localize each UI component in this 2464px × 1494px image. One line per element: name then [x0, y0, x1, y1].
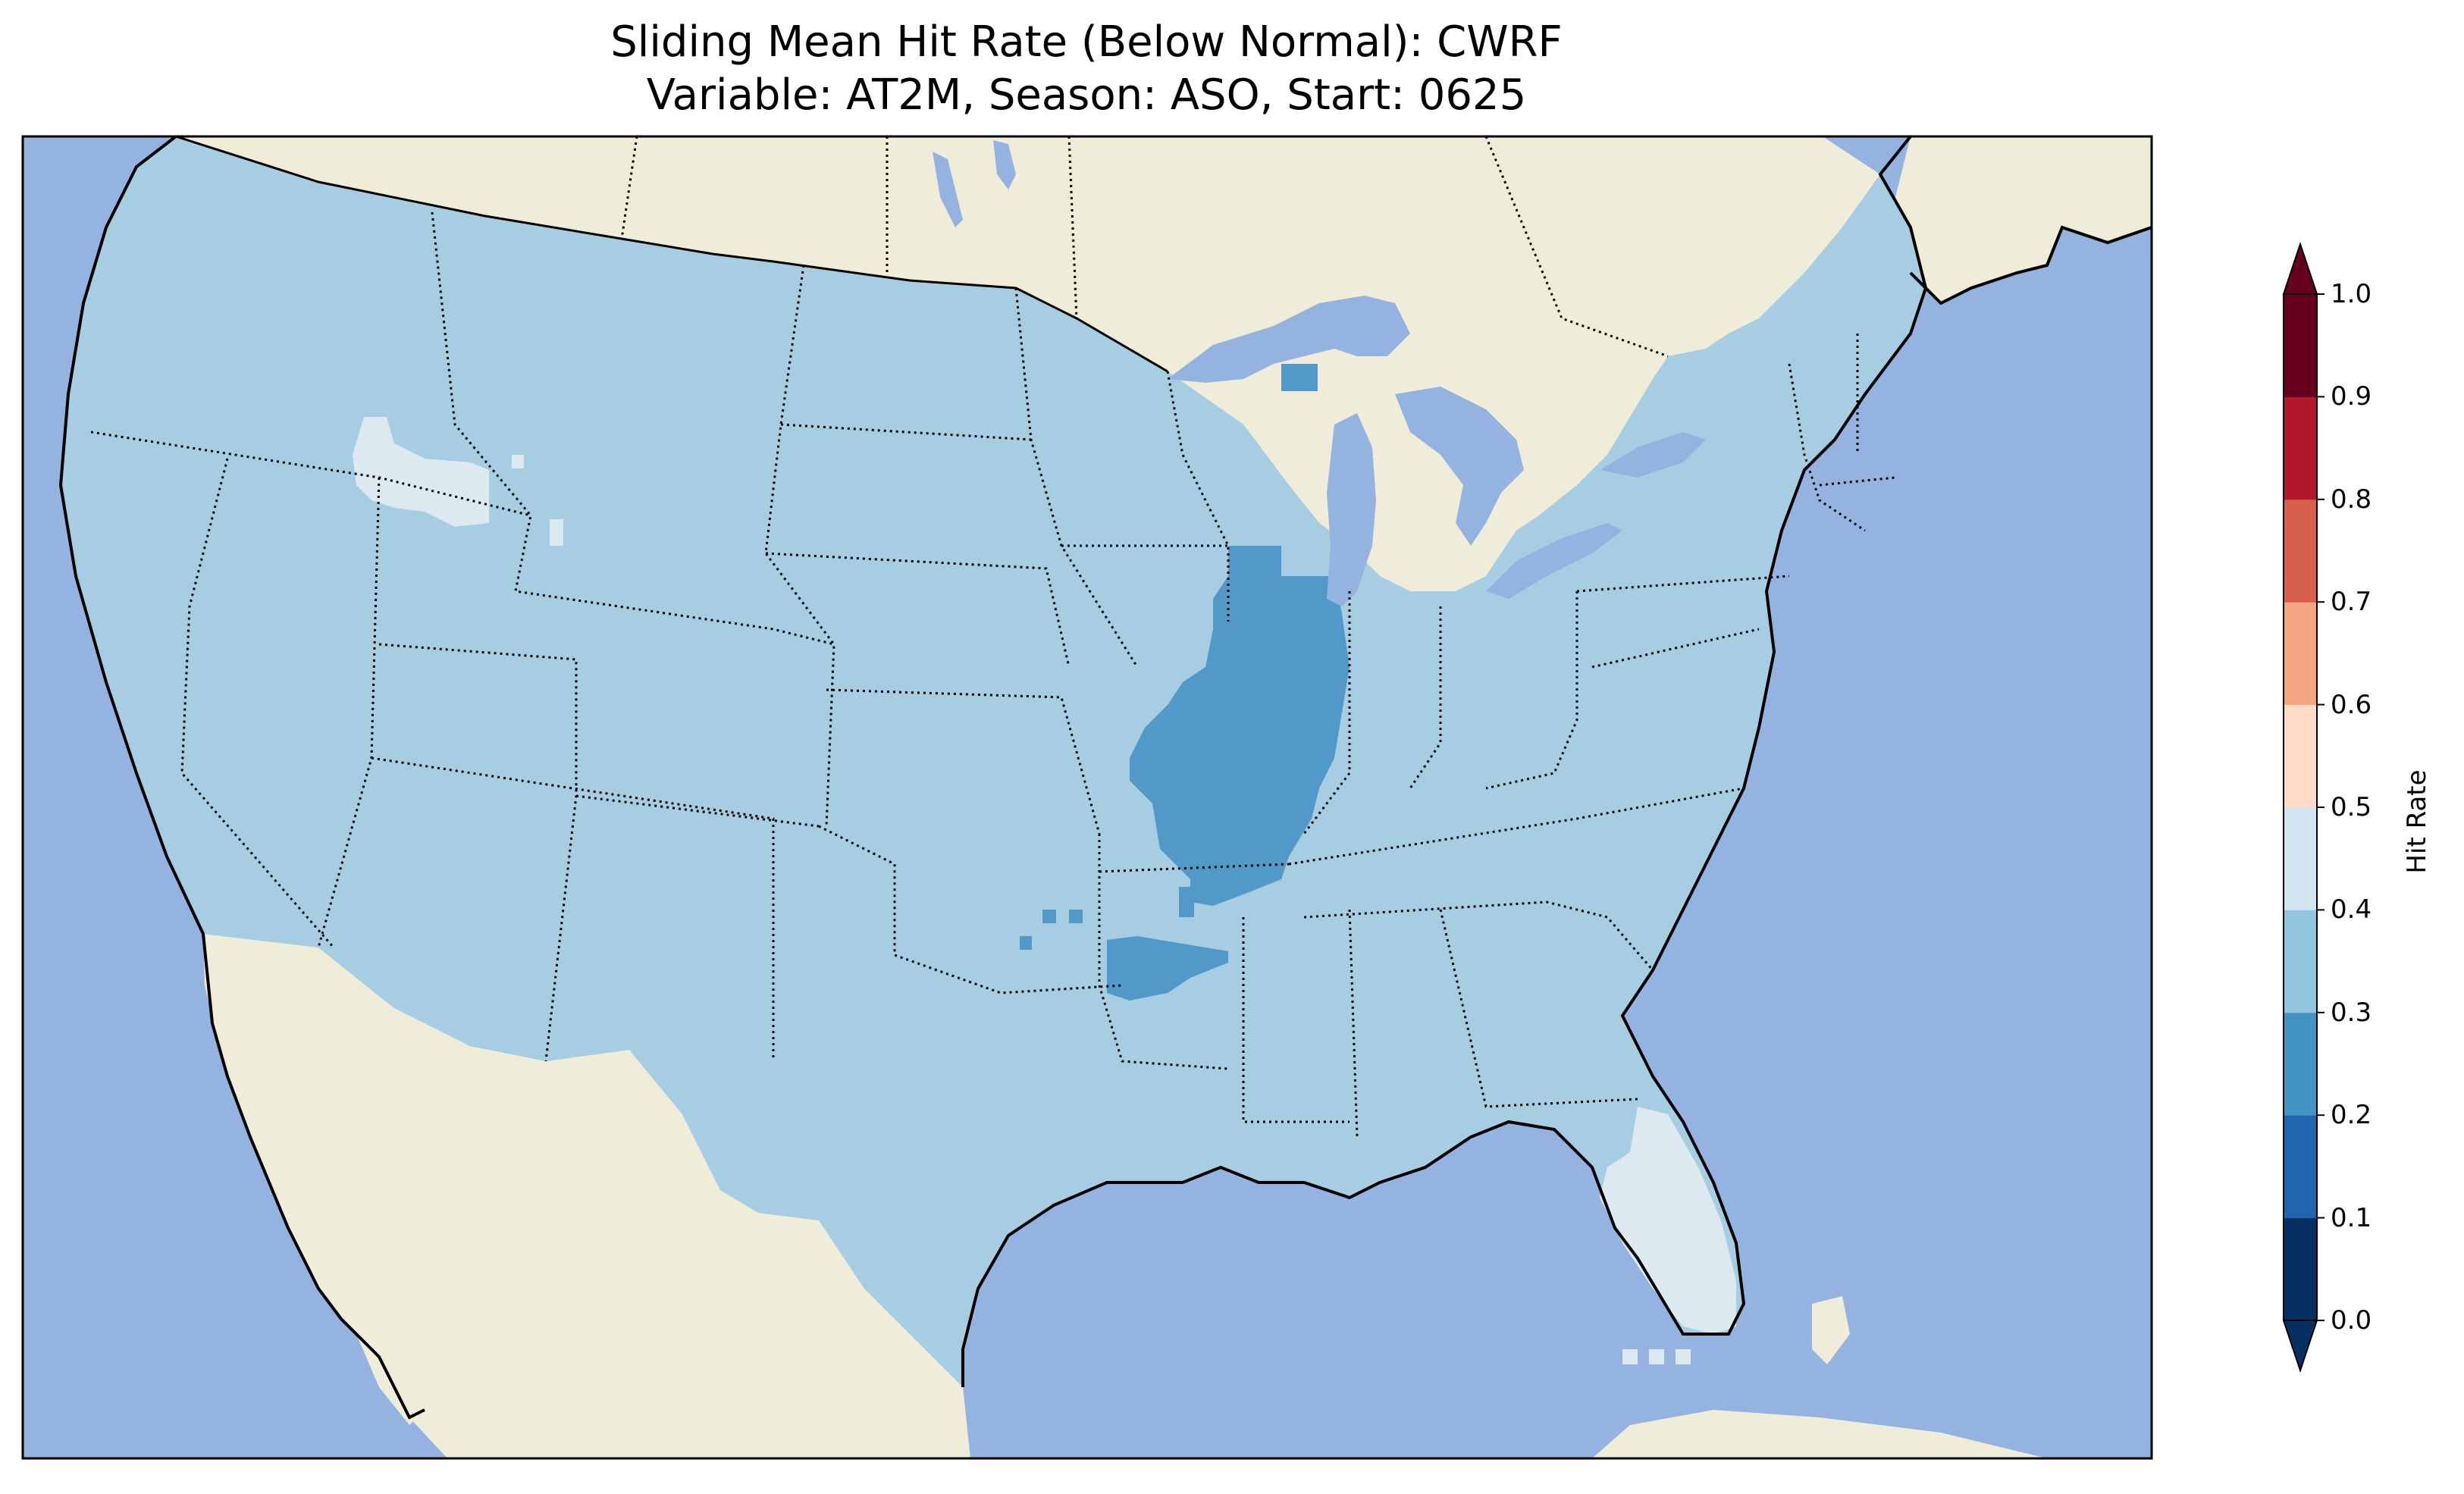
colorbar-bin — [2284, 396, 2317, 500]
colorbar-tick-label: 0.6 — [2331, 689, 2372, 720]
arkansas-oklahoma-patch — [1069, 910, 1083, 923]
upper-peninsula-patch — [1281, 364, 1318, 391]
canada-lakes — [933, 152, 963, 227]
arkansas-oklahoma-patch — [1107, 936, 1228, 1001]
colorbar-bin — [2284, 807, 2317, 910]
mississippi-valley-patch — [1130, 546, 1350, 906]
arkansas-oklahoma-patch — [1179, 887, 1194, 917]
colorbar-tick-label: 0.2 — [2331, 1100, 2372, 1131]
colorbar-tick-label: 0.7 — [2331, 587, 2372, 618]
state-border — [1788, 363, 1866, 532]
state-border — [1576, 575, 1790, 593]
state-border — [1014, 287, 1139, 668]
idaho-patch — [550, 519, 563, 546]
idaho-patch — [353, 417, 489, 527]
colorbar-label: Hit Rate — [2402, 769, 2432, 874]
state-border — [826, 688, 1101, 835]
lake-michigan — [1327, 413, 1376, 606]
state-border — [1303, 900, 1654, 971]
lake-ontario — [1600, 432, 1706, 478]
state-border — [1348, 909, 1359, 1138]
florida-patch — [1600, 1107, 1736, 1334]
state-border — [371, 756, 775, 1061]
bahamas-land — [1812, 1296, 1850, 1364]
colorbar-tick-label: 0.3 — [2331, 997, 2372, 1028]
state-border — [1591, 628, 1760, 669]
state-border — [1819, 476, 1896, 487]
lake-superior — [1168, 296, 1410, 383]
colorbar-bin — [2284, 704, 2317, 808]
baja-california-land — [203, 934, 425, 1425]
state-border — [620, 136, 638, 240]
state-border — [1242, 917, 1350, 1123]
colorbar-bin — [2284, 499, 2317, 603]
maritime-canada-land — [1888, 136, 2152, 303]
state-border — [1303, 591, 1351, 835]
colorbar-bin — [2284, 294, 2317, 397]
colorbar-bin — [2284, 602, 2317, 706]
cuba-land — [1592, 1410, 2047, 1458]
colorbar-bin — [2284, 1115, 2317, 1219]
colorbar-extend-over — [2282, 241, 2318, 295]
us-canada-border — [175, 135, 1168, 373]
colorbar-tick-label: 0.9 — [2331, 381, 2372, 412]
coastline — [961, 135, 1928, 1387]
state-border — [1439, 909, 1638, 1108]
canada-land — [176, 136, 1880, 591]
lake-huron — [1395, 387, 1524, 546]
colorbar-bin — [2284, 910, 2317, 1013]
colorbar-tick-label: 0.1 — [2331, 1202, 2372, 1233]
state-border — [575, 794, 820, 828]
idaho-patch — [512, 455, 524, 468]
colorbar-bin — [2284, 1012, 2317, 1116]
chart-title-line-2: Variable: AT2M, Season: ASO, Start: 0625 — [646, 70, 1527, 120]
canada-lakes — [993, 140, 1016, 189]
conus-hit-rate-field — [61, 136, 1926, 1387]
arkansas-oklahoma-patch — [1020, 936, 1032, 950]
colorbar-tick-label: 0.0 — [2331, 1305, 2372, 1336]
map-frame — [21, 135, 2153, 1460]
state-border — [818, 825, 1123, 994]
florida-keys-patch — [1649, 1349, 1664, 1364]
state-border — [378, 643, 578, 1062]
coastline — [1909, 225, 2152, 305]
colorbar-tick-label: 0.4 — [2331, 894, 2372, 926]
state-border — [1099, 863, 1290, 873]
state-border — [765, 552, 1071, 668]
state-border — [431, 211, 835, 646]
colorbar-tick-label: 0.8 — [2331, 484, 2372, 515]
state-border — [1166, 371, 1230, 622]
lake-erie — [1486, 523, 1622, 599]
florida-keys-patch — [1622, 1349, 1638, 1364]
colorbar-tick-label: 1.0 — [2331, 279, 2372, 309]
state-border — [1067, 136, 1078, 319]
colorbar-extend-under — [2282, 1320, 2318, 1373]
colorbar-bin — [2284, 1217, 2317, 1321]
state-border — [1485, 591, 1578, 790]
state-border — [1288, 787, 1745, 866]
state-borders — [90, 136, 1896, 1138]
chart-title-line-1: Sliding Mean Hit Rate (Below Normal): CW… — [610, 17, 1563, 67]
arkansas-oklahoma-patch — [1042, 910, 1056, 923]
colorbar-tick-label: 0.5 — [2331, 792, 2372, 822]
florida-keys-patch — [1676, 1349, 1691, 1364]
coastline — [58, 135, 425, 1420]
mexico-land — [203, 934, 970, 1458]
